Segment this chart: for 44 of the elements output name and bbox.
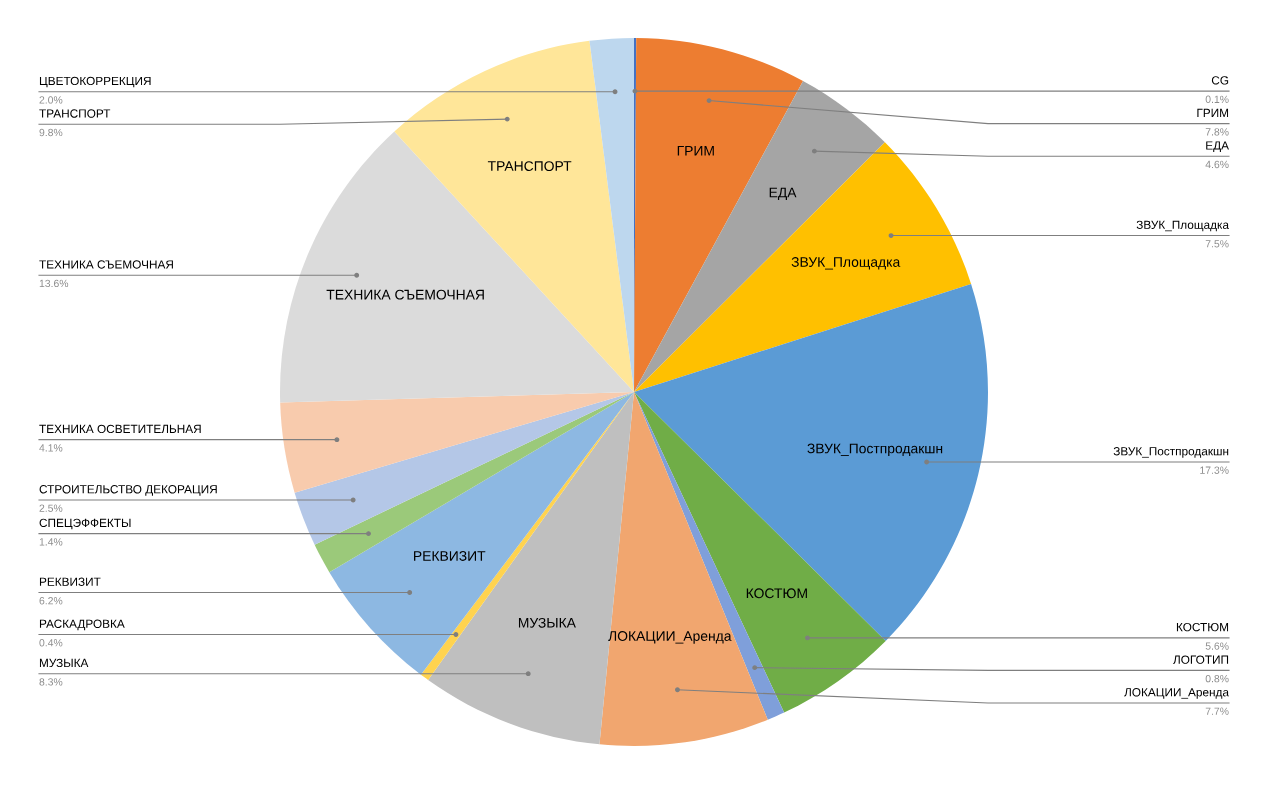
slice-label: ЦВЕТОКОРРЕКЦИЯ	[39, 76, 151, 88]
slice-label: ЕДА	[769, 187, 797, 201]
slice-label: СПЕЦЭФФЕКТЫ	[39, 518, 131, 530]
slice-label: ТРАНСПОРТ	[39, 109, 111, 118]
slice-label: ЗВУК_Площадка	[791, 257, 901, 270]
slice-label: СТРОИТЕЛЬСТВО ДЕКОРАЦИЯ	[39, 485, 217, 496]
slice-label: ЛОГОТИП	[1173, 655, 1229, 664]
data-label: 4.6%	[1205, 160, 1229, 169]
data-label: 2.5%	[39, 504, 63, 512]
slice-label: ЛОКАЦИИ_Аренда	[1124, 688, 1229, 699]
data-label: 6.2%	[39, 597, 63, 605]
data-label: 7.7%	[1205, 707, 1229, 715]
slice-label: ЗВУК_Постпродакшн	[1113, 447, 1229, 458]
data-label: 5.6%	[1205, 642, 1229, 650]
slice-label: МУЗЫКА	[518, 617, 576, 628]
slice-label: ТЕХНИКА ОСВЕТИТЕЛЬНАЯ	[39, 424, 201, 434]
data-label: 0.8%	[1205, 674, 1229, 683]
slice-label: ТЕХНИКА СЪЕМОЧНАЯ	[39, 260, 173, 269]
slice-label: ЛОКАЦИИ_Аренда	[608, 631, 732, 644]
data-label: 4.1%	[39, 444, 63, 452]
slice-label: РЕКВИЗИТ	[39, 577, 101, 586]
data-label: 0.4%	[39, 639, 63, 647]
data-label: 7.8%	[1205, 128, 1229, 136]
slice-label: РЕКВИЗИТ	[414, 551, 486, 561]
slice-label: ГРИМ	[1197, 108, 1229, 117]
slice-label: ЗВУК_Площадка	[1136, 220, 1229, 232]
slice-label: ЕДА	[1206, 141, 1229, 152]
data-label: 17.3%	[1200, 466, 1229, 474]
slice-label: ГРИМ	[677, 146, 714, 156]
slice-label: ЗВУК_Постпродакшн	[807, 443, 943, 457]
slice-label: РАСКАДРОВКА	[39, 619, 125, 631]
slice-label: КОСТЮМ	[746, 588, 807, 599]
slice-label: КОСТЮМ	[1176, 622, 1229, 632]
data-label: 2.0%	[39, 96, 63, 104]
slice-label: CG	[1211, 76, 1229, 85]
slice-label: МУЗЫКА	[39, 658, 89, 668]
data-label: 7.5%	[1205, 240, 1229, 248]
data-label: 0.1%	[1205, 95, 1229, 103]
data-label: 13.6%	[39, 279, 69, 288]
data-label: 8.3%	[39, 678, 63, 686]
slice-label: ТРАНСПОРТ	[487, 161, 572, 171]
data-label: 9.8%	[39, 128, 63, 137]
slice-label: ТЕХНИКА СЪЕМОЧНАЯ	[326, 289, 484, 300]
data-label: 1.4%	[39, 538, 63, 546]
